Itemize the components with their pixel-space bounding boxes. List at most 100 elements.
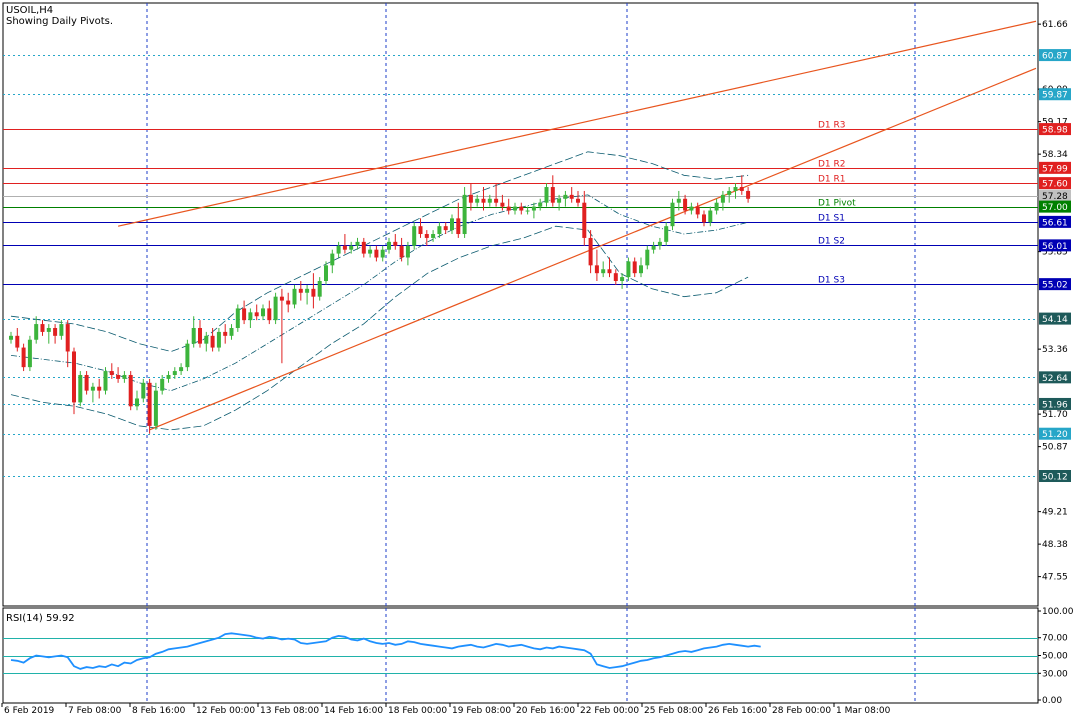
time-tick-12: 28 Feb 00:00 (772, 706, 831, 716)
candle-body-72 (462, 194, 467, 235)
pivot-label-4: D1 S1 (818, 214, 845, 224)
badge-bg-8 (1039, 239, 1071, 252)
candle-body-55 (355, 241, 360, 246)
candle-body-74 (475, 198, 480, 203)
candle-body-23 (153, 390, 158, 426)
candle-body-89 (569, 194, 574, 199)
price-tick-10: 47.55 (1042, 573, 1068, 583)
candle-body-53 (342, 245, 347, 250)
badge-bg-5 (1039, 189, 1071, 202)
candle-body-11 (78, 374, 83, 403)
candle-body-29 (191, 327, 196, 344)
candle-body-19 (128, 374, 133, 407)
candle-body-93 (594, 265, 599, 274)
channel-lower (149, 67, 1037, 431)
candle-body-92 (588, 237, 593, 266)
pivot-label-3: D1 Pivot (818, 199, 856, 209)
candle-body-50 (324, 265, 328, 282)
symbol-title: USOIL,H4 (6, 5, 53, 16)
candle-body-25 (166, 374, 171, 379)
candle-body-15 (103, 371, 108, 391)
rsi-plot-frame (2, 607, 1039, 704)
candle-body-75 (481, 198, 486, 203)
candle-body-30 (198, 327, 202, 344)
candle-body-54 (349, 245, 354, 250)
candle-body-20 (135, 398, 139, 407)
pivot-label-2: D1 R1 (818, 175, 846, 185)
candle-body-58 (374, 249, 379, 258)
grid-layer (146, 3, 916, 703)
candle-body-46 (298, 288, 303, 293)
rsi-panel: 100.00 70.00 50.00 30.00 0.00 (3, 607, 1074, 706)
candle-body-81 (519, 206, 524, 211)
time-tick-7: 19 Feb 08:00 (452, 706, 511, 716)
price-tick-2: 59.17 (1042, 118, 1068, 128)
candle-body-38 (248, 312, 253, 321)
badge-bg-4 (1039, 177, 1071, 190)
candle-body-1 (15, 335, 20, 348)
rsi-tick-3: 30.00 (1042, 669, 1068, 679)
candle-body-34 (223, 331, 228, 336)
candle-body-114 (727, 190, 732, 195)
candle-body-49 (317, 281, 322, 297)
candle-body-66 (424, 234, 429, 238)
time-tick-13: 1 Mar 08:00 (836, 706, 891, 716)
candle-body-12 (84, 374, 89, 391)
pivot-label-1: D1 R2 (818, 160, 846, 170)
candle-body-36 (235, 308, 240, 328)
candle-body-61 (393, 241, 398, 246)
candle-body-43 (279, 296, 284, 301)
rsi-tick-1: 70.00 (1042, 634, 1068, 644)
price-tick-6: 51.70 (1042, 410, 1068, 420)
candle-body-96 (613, 273, 618, 282)
rsi-line (10, 632, 761, 670)
candle-body-22 (147, 382, 152, 426)
time-axis: 6 Feb 2019 7 Feb 08:00 8 Feb 16:00 12 Feb 0… (1, 703, 891, 716)
candle-body-67 (431, 234, 436, 238)
badge-0: 60.87 (1042, 52, 1068, 62)
candle-body-77 (494, 198, 499, 203)
price-axis: 61.6660.0059.1758.3455.8553.3651.7050.87… (1038, 20, 1068, 583)
candle-body-80 (513, 206, 517, 211)
candle-body-101 (645, 249, 650, 266)
candle-body-112 (714, 202, 719, 211)
candle-body-109 (695, 206, 700, 215)
time-tick-3: 12 Feb 00:00 (196, 706, 255, 716)
pivot-label-0: D1 R3 (818, 121, 846, 131)
candle-body-7 (53, 327, 58, 336)
candle-body-85 (544, 187, 549, 203)
badge-13: 51.20 (1042, 430, 1068, 440)
candle-body-88 (563, 194, 568, 199)
candle-body-10 (72, 351, 76, 403)
candle-body-76 (487, 198, 492, 203)
candle-body-108 (689, 206, 694, 211)
candle-body-14 (97, 386, 102, 391)
candle-body-17 (116, 374, 121, 379)
candle-body-21 (141, 382, 146, 399)
candle-body-83 (531, 206, 536, 211)
candle-body-33 (216, 331, 221, 348)
candle-body-9 (65, 324, 70, 352)
candle-body-0 (9, 335, 13, 340)
time-tick-4: 13 Feb 08:00 (260, 706, 319, 716)
badge-bg-14 (1039, 470, 1071, 483)
candle-body-95 (607, 269, 612, 274)
candle-body-59 (380, 249, 385, 258)
candle-body-86 (550, 187, 555, 203)
time-tick-9: 22 Feb 00:00 (580, 706, 639, 716)
badge-bg-1 (1039, 88, 1071, 101)
candle-body-44 (286, 300, 291, 305)
candle-body-91 (582, 202, 587, 238)
candle-body-4 (34, 324, 39, 340)
candle-body-79 (506, 206, 511, 211)
badge-3: 57.99 (1042, 164, 1068, 174)
candle-body-64 (412, 226, 417, 246)
candle-body-63 (405, 245, 410, 258)
candle-body-3 (27, 339, 32, 368)
time-tick-11: 26 Feb 16:00 (708, 706, 767, 716)
candle-body-94 (601, 269, 606, 274)
channel-upper (117, 20, 1037, 227)
time-tick-2: 8 Feb 16:00 (132, 706, 186, 716)
candle-body-69 (443, 226, 448, 231)
